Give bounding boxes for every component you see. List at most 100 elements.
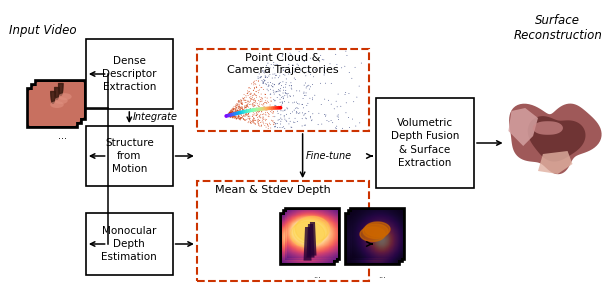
- Point: [251, 113, 261, 118]
- Point: [229, 107, 239, 112]
- Point: [319, 97, 329, 102]
- Point: [299, 113, 308, 118]
- Point: [234, 113, 244, 118]
- Point: [301, 74, 311, 78]
- Point: [268, 106, 278, 110]
- Point: [223, 112, 233, 117]
- Point: [297, 54, 307, 59]
- Point: [293, 63, 303, 67]
- Point: [268, 72, 278, 76]
- Point: [248, 107, 258, 111]
- Point: [290, 66, 300, 71]
- Point: [242, 92, 252, 96]
- Polygon shape: [509, 108, 538, 146]
- Point: [255, 83, 264, 88]
- Point: [244, 86, 253, 90]
- Point: [251, 99, 261, 104]
- Point: [257, 120, 267, 124]
- Point: [264, 74, 274, 78]
- Point: [330, 126, 340, 130]
- Point: [222, 114, 231, 118]
- Point: [341, 90, 351, 95]
- Point: [248, 120, 258, 125]
- Point: [225, 110, 234, 115]
- Point: [226, 109, 236, 114]
- Point: [246, 92, 256, 96]
- Point: [223, 114, 233, 118]
- Point: [284, 100, 294, 104]
- Point: [305, 116, 315, 120]
- Point: [260, 75, 270, 80]
- Point: [233, 112, 242, 117]
- Point: [308, 96, 318, 100]
- Point: [234, 117, 244, 121]
- Point: [287, 87, 297, 91]
- Point: [265, 65, 275, 70]
- Point: [243, 112, 253, 117]
- Point: [273, 89, 283, 94]
- Point: [260, 112, 270, 116]
- Point: [235, 112, 245, 116]
- Point: [245, 89, 255, 94]
- Point: [355, 121, 365, 125]
- Point: [227, 109, 237, 114]
- Point: [226, 109, 236, 113]
- Point: [274, 92, 284, 97]
- Point: [260, 107, 270, 112]
- Point: [235, 105, 245, 110]
- Point: [233, 111, 242, 116]
- Point: [268, 82, 278, 86]
- Point: [225, 112, 235, 116]
- Point: [260, 74, 270, 78]
- Point: [352, 95, 362, 100]
- Point: [225, 113, 234, 117]
- Point: [241, 95, 251, 100]
- Point: [237, 109, 247, 114]
- Point: [246, 120, 256, 125]
- Text: ...: ...: [58, 131, 67, 141]
- Point: [242, 104, 252, 108]
- Point: [225, 111, 235, 116]
- Point: [264, 114, 274, 119]
- Point: [224, 112, 234, 117]
- Point: [222, 114, 231, 118]
- Point: [271, 103, 281, 108]
- Point: [227, 110, 237, 114]
- Point: [222, 114, 231, 118]
- Point: [229, 110, 239, 115]
- Point: [243, 99, 253, 104]
- Point: [228, 116, 238, 120]
- Point: [268, 85, 278, 89]
- Point: [269, 82, 279, 87]
- Point: [250, 86, 259, 91]
- Point: [271, 122, 280, 126]
- Point: [239, 97, 248, 101]
- Point: [225, 110, 235, 114]
- Point: [231, 111, 241, 115]
- Point: [255, 124, 264, 128]
- Polygon shape: [353, 210, 403, 258]
- Point: [236, 116, 245, 121]
- Point: [261, 118, 271, 123]
- Point: [223, 113, 233, 117]
- Text: Dense
Descriptor
Extraction: Dense Descriptor Extraction: [102, 56, 157, 92]
- Point: [262, 87, 272, 92]
- Point: [307, 118, 316, 123]
- Point: [240, 98, 250, 103]
- Point: [248, 116, 258, 121]
- Point: [244, 117, 254, 122]
- Point: [228, 114, 238, 119]
- Point: [269, 109, 278, 114]
- Point: [303, 69, 313, 74]
- Point: [286, 125, 296, 129]
- Point: [259, 117, 269, 122]
- Point: [244, 90, 253, 94]
- Point: [248, 102, 258, 107]
- Point: [244, 111, 253, 116]
- Point: [241, 98, 251, 103]
- Point: [278, 68, 288, 72]
- Point: [248, 120, 258, 124]
- Point: [288, 101, 298, 105]
- Point: [275, 74, 285, 78]
- Point: [274, 117, 284, 122]
